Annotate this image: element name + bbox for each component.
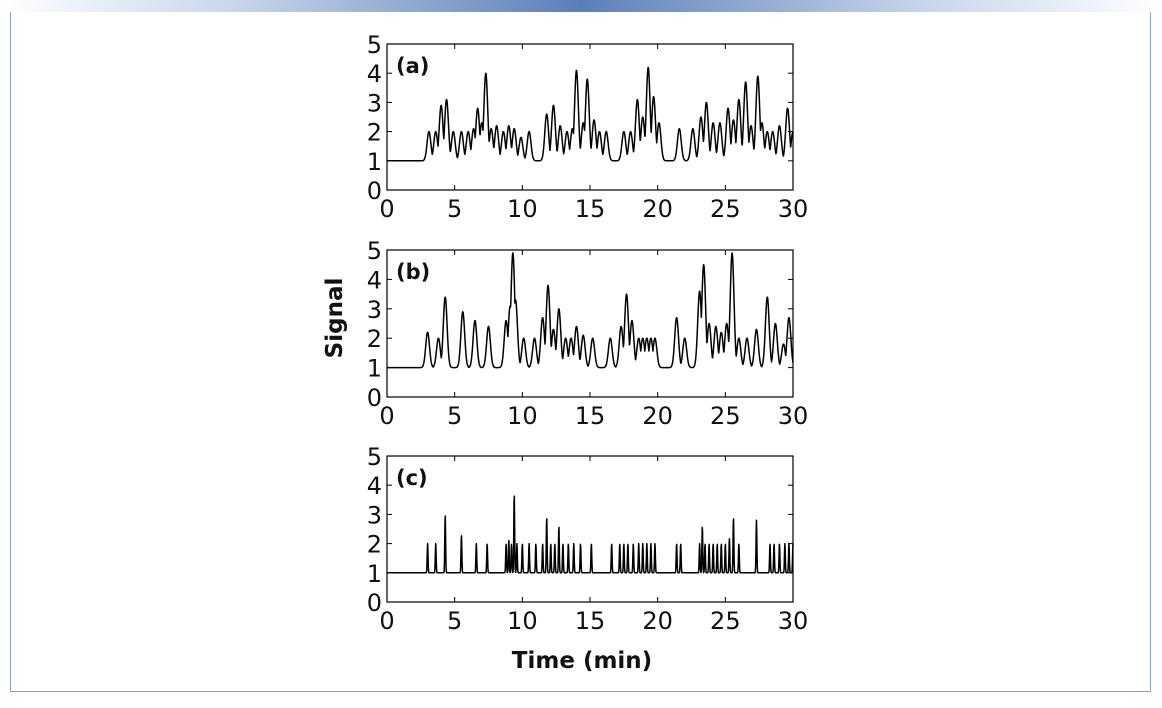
x-tick-label: 5 xyxy=(447,402,462,430)
panel-label: (a) xyxy=(396,54,429,78)
x-tick-label: 5 xyxy=(447,607,462,635)
y-tick-label: 5 xyxy=(367,443,382,471)
plot-area-frame xyxy=(386,249,794,398)
y-tick-label: 3 xyxy=(367,296,382,324)
x-tick-label: 15 xyxy=(575,402,606,430)
signal-trace xyxy=(386,252,794,369)
y-tick-label: 1 xyxy=(367,355,382,383)
panel-label: (b) xyxy=(396,260,430,284)
x-tick-label: 0 xyxy=(379,195,394,223)
y-tick-label: 2 xyxy=(367,531,382,559)
header-accent-bar xyxy=(0,0,1162,12)
figure-frame xyxy=(10,12,1151,692)
x-tick-label: 0 xyxy=(379,402,394,430)
y-tick-label: 0 xyxy=(367,589,382,617)
x-tick-label: 20 xyxy=(642,195,673,223)
x-tick-label: 10 xyxy=(507,607,538,635)
signal-trace xyxy=(386,66,794,162)
x-tick-label: 5 xyxy=(447,195,462,223)
plot-area-frame xyxy=(386,455,794,603)
y-tick-label: 5 xyxy=(367,237,382,265)
y-tick-label: 5 xyxy=(367,31,382,59)
y-tick-label: 3 xyxy=(367,501,382,529)
x-tick-label: 30 xyxy=(778,402,809,430)
x-tick-label: 15 xyxy=(575,607,606,635)
x-tick-label: 25 xyxy=(710,607,741,635)
y-tick-label: 3 xyxy=(367,89,382,117)
panel-label: (c) xyxy=(396,466,428,490)
x-tick-label: 25 xyxy=(710,402,741,430)
y-tick-label: 2 xyxy=(367,325,382,353)
x-tick-label: 10 xyxy=(507,195,538,223)
y-tick-label: 0 xyxy=(367,384,382,412)
y-tick-label: 1 xyxy=(367,148,382,176)
x-tick-label: 30 xyxy=(778,195,809,223)
x-tick-label: 20 xyxy=(642,402,673,430)
x-tick-label: 25 xyxy=(710,195,741,223)
y-tick-label: 4 xyxy=(367,266,382,294)
x-tick-label: 30 xyxy=(778,607,809,635)
x-tick-label: 20 xyxy=(642,607,673,635)
x-tick-label: 15 xyxy=(575,195,606,223)
signal-trace xyxy=(386,495,794,574)
x-axis-title: Time (min) xyxy=(512,648,652,674)
y-tick-label: 1 xyxy=(367,560,382,588)
y-tick-label: 2 xyxy=(367,119,382,147)
x-tick-label: 10 xyxy=(507,402,538,430)
x-tick-label: 0 xyxy=(379,607,394,635)
y-tick-label: 4 xyxy=(367,472,382,500)
y-tick-label: 0 xyxy=(367,177,382,205)
y-axis-title: Signal xyxy=(322,278,348,359)
y-tick-label: 4 xyxy=(367,60,382,88)
